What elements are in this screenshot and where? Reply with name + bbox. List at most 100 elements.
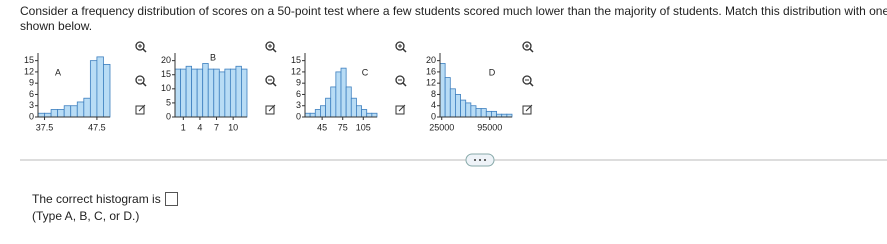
bar xyxy=(314,109,321,118)
x-tick-label: 45 xyxy=(317,122,327,132)
y-tick-label: 6 xyxy=(29,89,34,99)
dot xyxy=(474,159,476,161)
answer-input[interactable] xyxy=(164,192,178,206)
icon-part xyxy=(268,104,276,112)
popout-icon[interactable] xyxy=(522,105,532,115)
y-tick-label: 0 xyxy=(296,111,301,121)
y-tick-label: 15 xyxy=(291,55,301,65)
bar xyxy=(475,108,482,118)
x-tick-label: 10 xyxy=(228,122,238,132)
bar xyxy=(44,112,52,118)
bar xyxy=(444,77,451,118)
y-tick-label: 15 xyxy=(24,55,34,65)
icon-part xyxy=(402,48,407,53)
bar xyxy=(371,112,378,118)
popout-icon[interactable] xyxy=(135,105,145,115)
bar xyxy=(340,67,347,118)
bar xyxy=(470,105,477,118)
dot xyxy=(484,159,486,161)
bar xyxy=(202,63,209,118)
bar xyxy=(330,86,337,118)
bar xyxy=(224,68,231,118)
popout-icon[interactable] xyxy=(395,105,405,115)
x-tick-label: 95000 xyxy=(477,122,502,132)
bar xyxy=(89,60,98,118)
x-tick-label: 25000 xyxy=(429,122,454,132)
bar xyxy=(335,71,342,118)
bar xyxy=(361,109,368,118)
answer-prompt: The correct histogram is xyxy=(32,192,161,206)
bar xyxy=(235,65,242,118)
y-tick-label: 12 xyxy=(426,78,436,88)
question: Consider a frequency distribution of sco… xyxy=(20,4,887,34)
x-tick-label: 37.5 xyxy=(36,122,54,132)
bar xyxy=(345,86,352,118)
zoom-in-icon[interactable] xyxy=(522,41,532,51)
bar xyxy=(83,97,91,118)
icon-part xyxy=(529,82,534,87)
y-tick-label: 20 xyxy=(161,55,171,65)
chart-label: C xyxy=(362,67,369,77)
bar xyxy=(229,68,237,118)
bar xyxy=(320,105,326,118)
bar xyxy=(174,68,181,118)
y-tick-label: 3 xyxy=(29,100,34,110)
icon-part xyxy=(529,48,534,53)
y-tick-label: 15 xyxy=(161,69,171,79)
zoom-in-icon[interactable] xyxy=(265,41,275,51)
bar xyxy=(50,109,59,118)
y-tick-label: 9 xyxy=(29,78,34,88)
bar xyxy=(356,105,362,118)
answer-hint: (Type A, B, C, or D.) xyxy=(32,209,140,223)
y-tick-label: 0 xyxy=(29,111,34,121)
y-tick-label: 0 xyxy=(166,111,171,121)
zoom-out-icon[interactable] xyxy=(395,75,405,85)
chart-label: B xyxy=(210,52,216,62)
bar xyxy=(213,68,220,118)
question-text: Consider a frequency distribution of sco… xyxy=(20,4,887,18)
zoom-out-icon[interactable] xyxy=(135,75,145,85)
zoom-in-icon[interactable] xyxy=(395,41,405,51)
bar xyxy=(460,99,467,118)
bar xyxy=(70,105,78,118)
bar xyxy=(37,112,45,118)
bar xyxy=(191,68,198,118)
y-tick-label: 4 xyxy=(431,100,436,110)
bar xyxy=(485,110,492,118)
bar xyxy=(366,112,373,118)
icon-part xyxy=(142,48,147,53)
zoom-out-icon[interactable] xyxy=(265,75,275,85)
bar xyxy=(103,63,111,118)
x-tick-label: 47.5 xyxy=(88,122,106,132)
zoom-in-icon[interactable] xyxy=(135,41,145,51)
answer: The correct histogram is xyxy=(32,192,178,206)
bar xyxy=(480,108,487,118)
bar xyxy=(207,68,215,118)
y-tick-label: 9 xyxy=(296,78,301,88)
bar xyxy=(449,88,456,118)
bar xyxy=(241,68,248,118)
bar xyxy=(465,102,472,118)
icon-part xyxy=(138,104,146,112)
bar xyxy=(180,68,187,118)
bar xyxy=(439,63,446,118)
y-tick-label: 20 xyxy=(426,55,436,65)
bar xyxy=(185,65,193,118)
y-tick-label: 12 xyxy=(291,66,301,76)
icon-part xyxy=(142,82,147,87)
zoom-out-icon[interactable] xyxy=(522,75,532,85)
popout-icon[interactable] xyxy=(265,105,275,115)
bar xyxy=(76,101,85,118)
y-tick-label: 12 xyxy=(24,66,34,76)
icon-part xyxy=(272,82,277,87)
bar xyxy=(325,97,332,118)
bar xyxy=(196,68,204,118)
y-tick-label: 6 xyxy=(296,89,301,99)
y-tick-label: 8 xyxy=(431,89,436,99)
bar xyxy=(455,94,461,118)
dot xyxy=(479,159,481,161)
bar xyxy=(350,97,357,118)
bar xyxy=(57,109,65,118)
